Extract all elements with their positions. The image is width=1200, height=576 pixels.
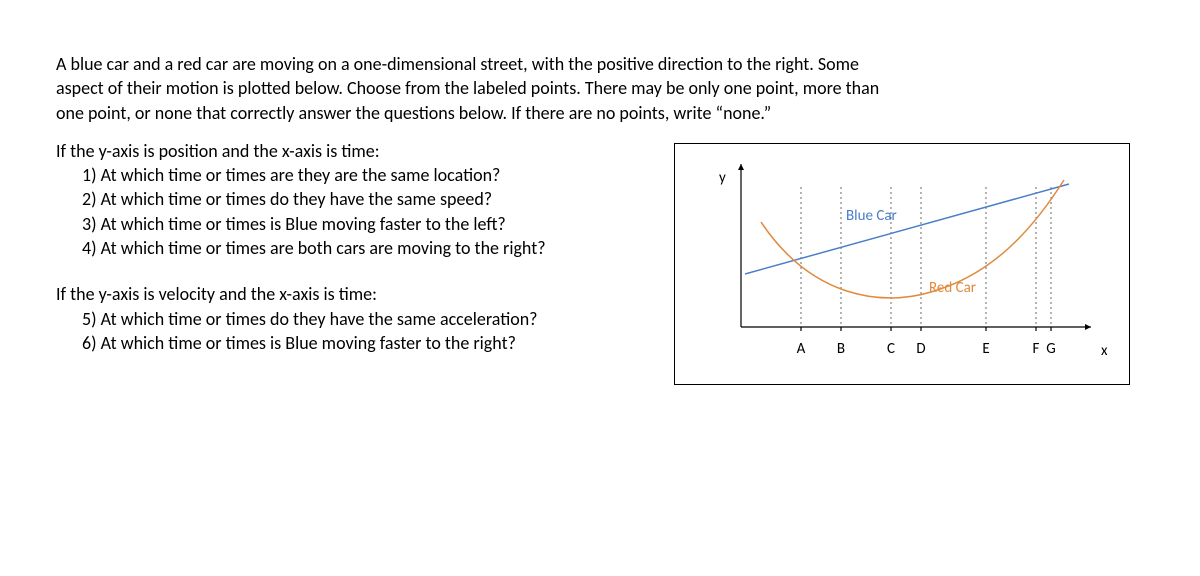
section-a-head: If the y-axis is position and the x-axis… xyxy=(56,139,674,163)
intro-line-2: aspect of their motion is plotted below.… xyxy=(56,77,879,99)
tick-label: F xyxy=(1033,340,1040,358)
tick-label: C xyxy=(887,340,895,358)
tick-label: E xyxy=(982,340,989,358)
question-6: 6) At which time or times is Blue moving… xyxy=(82,331,674,355)
tick-label: B xyxy=(837,340,845,358)
intro-line-3: one point, or none that correctly answer… xyxy=(56,102,771,124)
blue-car-label: Blue Car xyxy=(846,207,897,225)
intro-paragraph: A blue car and a red car are moving on a… xyxy=(56,52,1144,125)
tick-label: D xyxy=(916,340,925,358)
x-axis-label: x xyxy=(1101,342,1108,360)
y-axis-arrow xyxy=(738,164,744,170)
question-5: 5) At which time or times do they have t… xyxy=(82,307,674,331)
section-b-head: If the y-axis is velocity and the x-axis… xyxy=(56,282,674,306)
intro-line-1: A blue car and a red car are moving on a… xyxy=(56,53,859,75)
section-b-questions: 5) At which time or times do they have t… xyxy=(56,307,674,356)
section-a-questions: 1) At which time or times are they are t… xyxy=(56,163,674,260)
tick-label: A xyxy=(797,340,806,358)
question-2: 2) At which time or times do they have t… xyxy=(82,187,674,211)
question-1: 1) At which time or times are they are t… xyxy=(82,163,674,187)
question-4: 4) At which time or times are both cars … xyxy=(82,236,674,260)
x-axis-arrow xyxy=(1085,324,1091,330)
y-axis-label: y xyxy=(719,169,726,187)
chart-frame: y x Blue Car Red Car A B C D E FG xyxy=(674,143,1130,385)
motion-chart: y x Blue Car Red Car A B C D E FG xyxy=(681,152,1125,378)
red-car-label: Red Car xyxy=(929,279,976,297)
tick-label: G xyxy=(1046,340,1055,358)
question-3: 3) At which time or times is Blue moving… xyxy=(82,212,674,236)
